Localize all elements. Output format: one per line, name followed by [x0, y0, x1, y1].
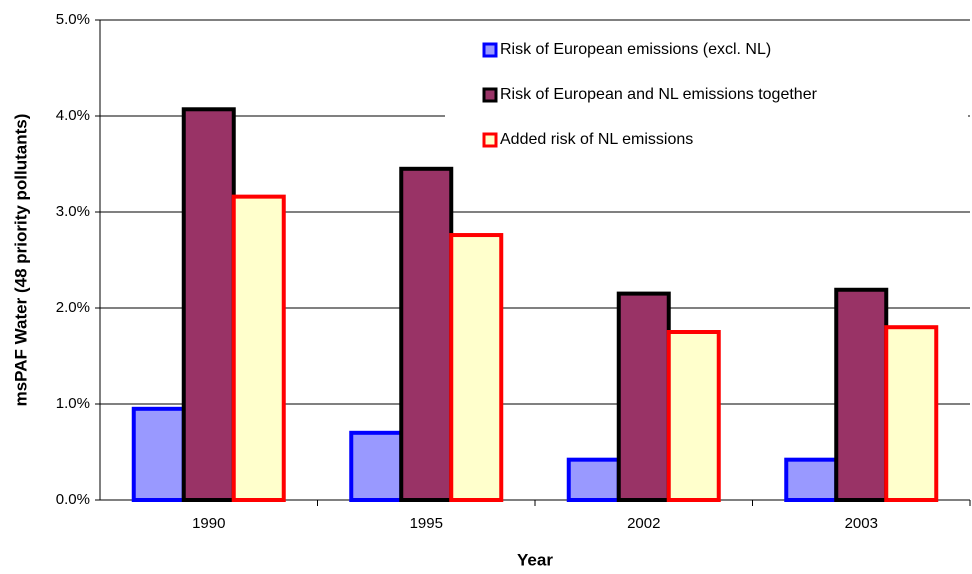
- legend-label: Risk of European and NL emissions togeth…: [500, 86, 818, 103]
- legend-swatch: [482, 132, 498, 148]
- bar: [449, 233, 504, 502]
- x-axis-title: Year: [517, 550, 553, 569]
- bar: [399, 166, 454, 503]
- legend-swatch: [482, 42, 498, 58]
- bar: [784, 457, 839, 502]
- bar: [834, 287, 889, 503]
- bar: [566, 457, 621, 502]
- bar: [231, 194, 286, 502]
- bar: [616, 291, 671, 502]
- bar: [884, 325, 939, 503]
- bar: [131, 406, 186, 502]
- y-tick-label: 1.0%: [56, 395, 90, 412]
- bar: [181, 107, 236, 502]
- x-tick-label: 2002: [627, 515, 660, 532]
- legend-swatch: [482, 87, 498, 103]
- y-tick-label: 2.0%: [56, 299, 90, 316]
- bar: [349, 430, 404, 502]
- y-tick-label: 0.0%: [56, 491, 90, 508]
- y-tick-label: 4.0%: [56, 107, 90, 124]
- y-tick-label: 5.0%: [56, 11, 90, 28]
- x-tick-label: 1990: [192, 515, 225, 532]
- legend-label: Risk of European emissions (excl. NL): [500, 41, 771, 58]
- legend-box: [445, 30, 968, 165]
- x-tick-label: 1995: [410, 515, 443, 532]
- legend-label: Added risk of NL emissions: [500, 131, 693, 148]
- y-axis-title: msPAF Water (48 priority pollutants): [11, 114, 30, 407]
- bar: [666, 330, 721, 502]
- x-tick-label: 2003: [845, 515, 878, 532]
- y-tick-label: 3.0%: [56, 203, 90, 220]
